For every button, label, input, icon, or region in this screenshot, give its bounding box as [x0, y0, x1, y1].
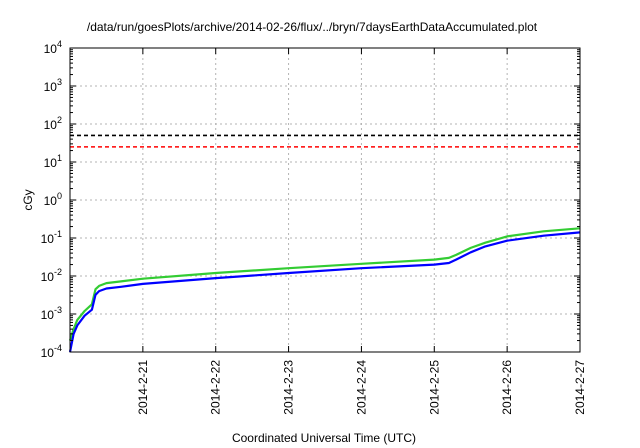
y-tick-label: 101: [44, 153, 62, 170]
y-tick-label: 10-2: [41, 267, 62, 284]
x-tick-label: 2014-2-25: [427, 360, 441, 415]
threshold-lines: [70, 134, 580, 148]
series-line-2: [68, 231, 581, 353]
x-tick-label: 2014-2-22: [209, 360, 223, 415]
y-tick-label: 10-3: [41, 305, 62, 322]
series-line-1: [68, 227, 581, 341]
y-tick-label: 103: [44, 77, 62, 94]
data-series: [68, 227, 581, 353]
y-tick-label: 100: [44, 191, 62, 208]
y-axis-label: cGy: [21, 189, 35, 210]
y-tick-label: 10-1: [41, 229, 62, 246]
x-tick-label: 2014-2-27: [573, 360, 587, 415]
y-tick-label: 102: [44, 115, 62, 132]
y-tick-labels: 10-4 10-3 10-2 10-1 100 101 102 103 104: [41, 39, 62, 360]
x-tick-label: 2014-2-21: [136, 360, 150, 415]
chart-title: /data/run/goesPlots/archive/2014-02-26/f…: [87, 20, 538, 34]
y-tick-label: 10-4: [41, 343, 62, 360]
ticks: [70, 47, 581, 353]
y-tick-label: 104: [44, 39, 62, 56]
x-tick-label: 2014-2-23: [282, 360, 296, 415]
x-axis-label: Coordinated Universal Time (UTC): [232, 431, 416, 445]
grid: [70, 48, 580, 352]
x-tick-label: 2014-2-24: [354, 360, 368, 415]
x-tick-label: 2014-2-26: [500, 360, 514, 415]
x-tick-labels: 2014-2-21 2014-2-22 2014-2-23 2014-2-24 2014…: [136, 360, 587, 415]
